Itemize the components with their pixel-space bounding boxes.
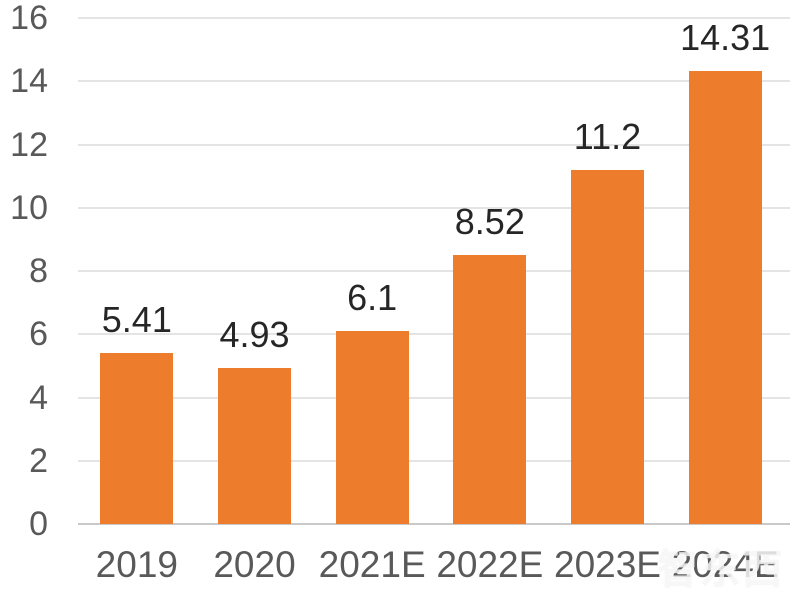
y-tick-label: 8 bbox=[29, 252, 48, 290]
x-tick-label: 2019 bbox=[95, 544, 178, 585]
bar-2022E bbox=[453, 254, 527, 524]
bar-2023E bbox=[571, 169, 644, 524]
y-tick-label: 0 bbox=[29, 505, 48, 543]
y-tick-label: 6 bbox=[29, 315, 48, 354]
bar-value-label: 14.31 bbox=[680, 17, 771, 59]
bar-2021E bbox=[335, 331, 409, 524]
gridline bbox=[78, 17, 790, 19]
x-tick-label: 2023E bbox=[554, 544, 661, 585]
bar-value-label: 11.2 bbox=[573, 115, 642, 157]
gridline bbox=[78, 459, 790, 462]
gridline bbox=[78, 396, 790, 399]
gridline bbox=[78, 143, 790, 146]
bar-2020 bbox=[218, 368, 291, 524]
y-tick-label: 14 bbox=[10, 62, 48, 101]
gridline bbox=[78, 270, 790, 272]
y-tick-label: 10 bbox=[10, 188, 48, 227]
gridline bbox=[78, 206, 790, 209]
x-axis-line bbox=[78, 523, 790, 525]
x-tick-label: 2024E bbox=[671, 544, 779, 585]
bar-value-label: 4.93 bbox=[219, 314, 290, 356]
bar-2024E bbox=[688, 71, 762, 524]
y-tick-label: 12 bbox=[10, 125, 48, 164]
bar-value-label: 6.1 bbox=[347, 277, 398, 319]
bar-value-label: 8.52 bbox=[454, 200, 525, 242]
gridline bbox=[78, 80, 790, 83]
x-tick-label: 2022E bbox=[436, 544, 544, 585]
x-tick-label: 2020 bbox=[213, 544, 296, 585]
bar-2019 bbox=[100, 352, 174, 524]
y-tick-label: 16 bbox=[10, 0, 48, 37]
bar-value-label: 5.41 bbox=[101, 298, 172, 340]
y-tick-label: 2 bbox=[29, 441, 48, 480]
gridline bbox=[78, 333, 790, 336]
x-tick-label: 2021E bbox=[318, 544, 426, 585]
y-tick-label: 4 bbox=[29, 378, 48, 417]
